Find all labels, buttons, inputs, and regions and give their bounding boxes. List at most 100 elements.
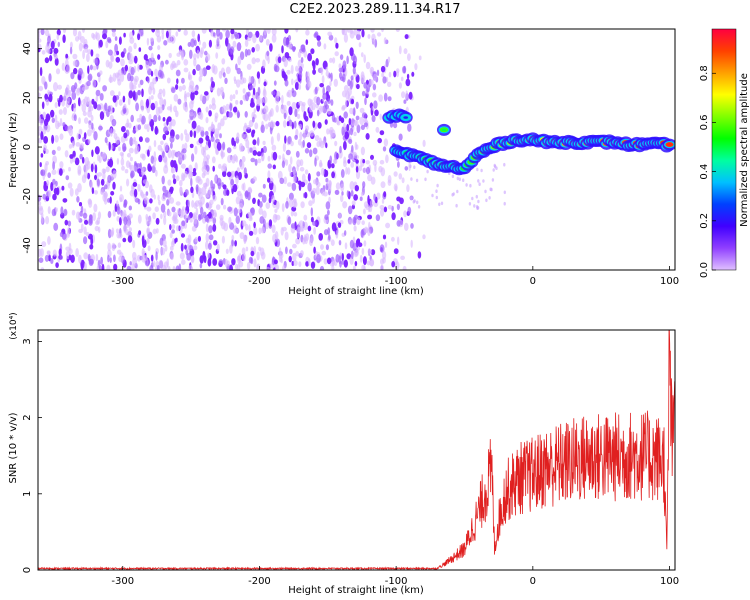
heatmap-cell (150, 95, 154, 100)
heatmap-cell (170, 63, 174, 71)
heatmap-cell (266, 29, 271, 34)
heatmap-cell (120, 51, 125, 58)
heatmap-cell (100, 188, 104, 195)
heatmap-cell (300, 44, 305, 52)
heatmap-cell (253, 108, 256, 113)
heatmap-cell (107, 210, 112, 219)
heatmap-cell (417, 205, 421, 209)
heatmap-cell (199, 68, 204, 77)
heatmap-cell (255, 43, 260, 52)
heatmap-cell (172, 266, 176, 270)
heatmap-cell (186, 244, 190, 251)
snr-x-ticks: -300 -200 -100 0 100 (111, 566, 679, 587)
heatmap-cell (94, 57, 99, 65)
heatmap-cell (228, 111, 233, 118)
heatmap-cell (341, 126, 345, 136)
heatmap-cell (182, 148, 187, 154)
heatmap-cell (125, 160, 131, 168)
heatmap-cell (212, 32, 216, 37)
heatmap-cell (78, 228, 83, 234)
heatmap-cell (391, 236, 395, 242)
heatmap-cell (362, 181, 366, 189)
heatmap-cell (279, 177, 285, 184)
heatmap-cell (366, 84, 370, 93)
heatmap-cell (292, 174, 297, 183)
heatmap-cell (193, 130, 197, 139)
heatmap-cell (137, 124, 142, 131)
heatmap-cell (79, 210, 83, 217)
heatmap-cell (348, 153, 353, 160)
heatmap-cell (284, 52, 290, 59)
heatmap-cell (196, 49, 200, 59)
heatmap-cell (119, 217, 122, 226)
heatmap-cell (147, 165, 152, 172)
heatmap-cell (263, 218, 266, 228)
heatmap-cell (171, 119, 176, 127)
heatmap-cell (256, 71, 260, 79)
heatmap-cell (69, 187, 74, 197)
heatmap-cell (361, 248, 365, 255)
heatmap-cell (306, 71, 310, 81)
heatmap-cell (129, 189, 135, 197)
heatmap-cell (263, 112, 269, 122)
heatmap-cell (123, 202, 127, 208)
heatmap-cell (56, 146, 61, 152)
heatmap-cell (339, 54, 344, 60)
heatmap-cell (217, 122, 222, 131)
heatmap-cell (175, 265, 180, 270)
heatmap-cell (157, 69, 163, 78)
heatmap-cell (281, 94, 284, 105)
heatmap-cell (137, 89, 142, 96)
heatmap-cell (244, 48, 248, 58)
colorbar-frame (711, 28, 737, 271)
heatmap-cell (236, 208, 242, 214)
heatmap-cell (340, 183, 345, 192)
heatmap-cell (319, 159, 323, 167)
heatmap-cell (313, 179, 318, 185)
heatmap-cell (252, 176, 257, 182)
heatmap-cell (190, 177, 193, 187)
heatmap-cell (409, 196, 413, 201)
heatmap-cell (243, 234, 248, 241)
heatmap-cell (185, 133, 190, 143)
heatmap-cell (50, 258, 54, 264)
heatmap-cell (381, 72, 385, 78)
heatmap-cell (218, 163, 222, 169)
heatmap-cell (267, 155, 271, 162)
heatmap-cell (179, 189, 183, 196)
heatmap-cell (365, 61, 371, 70)
heatmap-cell (111, 29, 116, 33)
heatmap-signal-layer (382, 108, 675, 176)
heatmap-cell (175, 84, 179, 90)
heatmap-cell (38, 201, 42, 206)
heatmap-cell (118, 36, 122, 45)
heatmap-cell (376, 192, 381, 200)
heatmap-cell (348, 219, 353, 225)
heatmap-cell (52, 161, 55, 171)
heatmap-cell (65, 246, 70, 251)
heatmap-cell (291, 78, 294, 86)
heatmap-cell (125, 122, 129, 128)
heatmap-cell (142, 179, 148, 184)
heatmap-cell (406, 184, 410, 193)
heatmap-cell (267, 170, 271, 179)
heatmap-cell (180, 242, 184, 252)
heatmap-cell (262, 96, 268, 104)
heatmap-cell (260, 152, 265, 162)
heatmap-cell (191, 120, 197, 129)
heatmap-cell (416, 200, 419, 205)
heatmap-cell (189, 100, 194, 110)
heatmap-cell (320, 244, 324, 250)
heatmap-cell (396, 220, 401, 227)
heatmap-cell (147, 245, 151, 252)
heatmap-cell (83, 236, 88, 245)
snr-frame (37, 329, 676, 571)
heatmap-cell (230, 178, 235, 186)
heatmap-cell (266, 50, 270, 57)
heatmap-cell (199, 263, 203, 269)
heatmap-cell (149, 198, 153, 204)
heatmap-cell (387, 204, 393, 210)
heatmap-cell (104, 184, 108, 190)
heatmap-cell (68, 166, 71, 172)
